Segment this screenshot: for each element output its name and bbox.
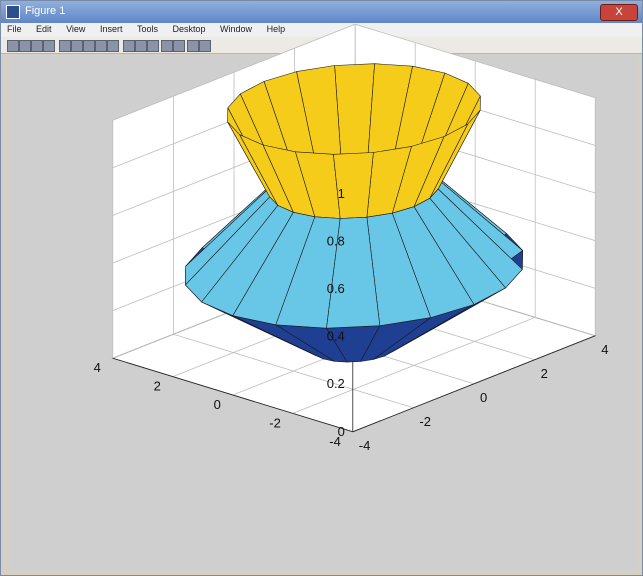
z-tick-label: 0.8 — [327, 233, 345, 248]
new-icon[interactable] — [7, 40, 19, 52]
hide-plot-tools-icon[interactable] — [187, 40, 199, 52]
pan-icon[interactable] — [95, 40, 107, 52]
x-tick-label: -4 — [329, 434, 341, 449]
matlab-figure-icon — [6, 5, 20, 19]
colorbar-icon[interactable] — [161, 40, 173, 52]
open-icon[interactable] — [19, 40, 31, 52]
menu-file[interactable]: File — [7, 24, 22, 34]
zoom-out-icon[interactable] — [83, 40, 95, 52]
y-tick-label: 0 — [480, 390, 487, 405]
title-bar[interactable]: Figure 1 X — [1, 1, 642, 23]
z-tick-label: 0.6 — [327, 281, 345, 296]
window-title: Figure 1 — [25, 5, 66, 17]
z-tick-label: 1 — [338, 186, 345, 201]
data-cursor-icon[interactable] — [123, 40, 135, 52]
legend-icon[interactable] — [173, 40, 185, 52]
menu-edit[interactable]: Edit — [36, 24, 52, 34]
x-tick-label: 4 — [94, 360, 101, 375]
y-tick-label: -2 — [419, 414, 431, 429]
show-plot-tools-icon[interactable] — [199, 40, 211, 52]
y-tick-label: -4 — [359, 438, 371, 453]
print-icon[interactable] — [43, 40, 55, 52]
y-tick-label: 2 — [541, 366, 548, 381]
x-axis-line — [112, 357, 353, 433]
z-tick-label: 0.2 — [327, 376, 345, 391]
menu-window[interactable]: Window — [220, 24, 253, 34]
x-tick-label: 0 — [214, 397, 221, 412]
x-tick-label: 2 — [154, 379, 161, 394]
y-axis-line — [352, 335, 596, 433]
z-tick-label: 0 — [338, 424, 345, 439]
save-icon[interactable] — [31, 40, 43, 52]
menu-tools[interactable]: Tools — [136, 24, 158, 34]
menu-insert[interactable]: Insert — [99, 24, 123, 34]
y-tick-label: 4 — [601, 342, 608, 357]
menu-view[interactable]: View — [66, 24, 86, 34]
zoom-in-icon[interactable] — [71, 40, 83, 52]
surface-patch — [326, 216, 381, 329]
menu-desktop[interactable]: Desktop — [172, 24, 206, 34]
rotate-icon[interactable] — [107, 40, 119, 52]
menu-help[interactable]: Help — [266, 24, 286, 34]
link-icon[interactable] — [147, 40, 159, 52]
brush-icon[interactable] — [135, 40, 147, 52]
close-button[interactable]: X — [600, 4, 638, 21]
x-tick-label: -2 — [269, 415, 281, 430]
z-tick-label: 0.4 — [327, 329, 345, 344]
menu-bar: File Edit View Insert Tools Desktop Wind… — [1, 23, 642, 37]
pointer-icon[interactable] — [59, 40, 71, 52]
